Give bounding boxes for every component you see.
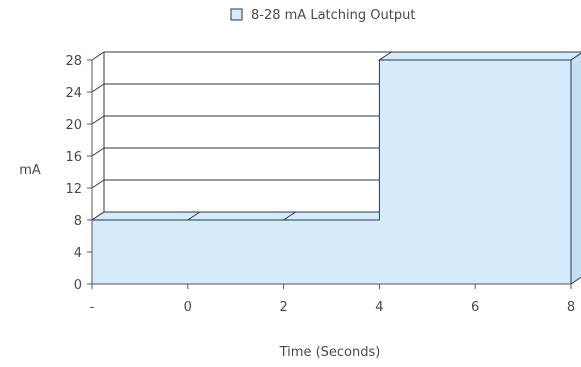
gridline-depth	[91, 115, 105, 125]
area-top-face	[90, 211, 394, 221]
legend-label: 8-28 mA Latching Output	[251, 8, 415, 23]
x-tick-label: 4	[375, 300, 383, 315]
x-tick-label: 0	[184, 300, 192, 315]
y-axis-label: mA	[19, 163, 41, 178]
y-tick-label: 16	[65, 150, 82, 165]
gridline-depth	[91, 179, 105, 189]
area-side-face	[570, 52, 581, 285]
area-front-face	[91, 59, 572, 285]
y-tick-label: 20	[65, 118, 82, 133]
gridline-depth	[91, 83, 105, 93]
y-tick-label: 24	[65, 86, 82, 101]
y-tick-label: 28	[65, 54, 82, 69]
gridline-depth	[91, 51, 105, 61]
area-top-divider	[283, 211, 296, 221]
y-tick-label: 4	[74, 246, 82, 261]
x-axis-label: Time (Seconds)	[279, 345, 381, 360]
x-tick-label: 6	[471, 300, 479, 315]
x-tick-label: 8	[567, 300, 575, 315]
y-tick-label: 0	[74, 278, 82, 293]
legend-swatch	[230, 8, 243, 21]
x-tick-label: -	[90, 300, 95, 315]
y-tick-label: 12	[65, 182, 82, 197]
y-tick-label: 8	[74, 214, 82, 229]
x-tick-label: 2	[279, 300, 287, 315]
gridline-depth	[91, 147, 105, 157]
area-top-divider	[187, 211, 201, 221]
area-top-face	[377, 51, 581, 61]
